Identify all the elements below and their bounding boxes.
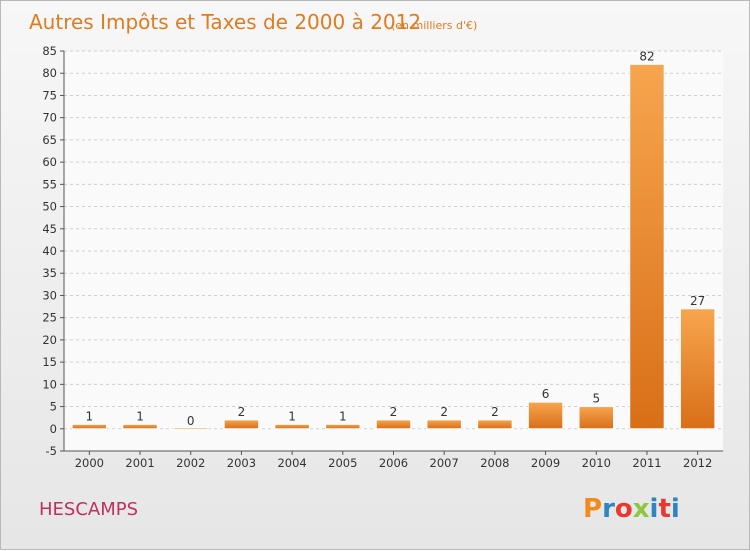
y-tick-label: 30 [42,288,57,302]
data-label-2001: 1 [136,409,144,423]
logo-letter: o [615,494,633,524]
town-name: HESCAMPS [39,499,138,520]
data-label-2004: 1 [288,409,296,423]
bar-2012 [679,308,716,430]
y-tick-label: 45 [42,222,57,236]
x-tick-label: 2009 [531,456,560,470]
bar-2004 [274,423,310,430]
chart-subtitle: (en milliers d'€) [391,19,477,32]
y-tick-label: 5 [50,400,57,414]
bar-2001 [122,423,158,430]
data-label-2002: 0 [187,414,195,428]
data-label-2012: 27 [690,294,705,308]
bar-2008 [477,419,513,430]
x-tick-label: 2011 [632,456,661,470]
data-label-2011: 82 [639,49,654,63]
chart-title: Autres Impôts et Taxes de 2000 à 2012 [29,10,421,34]
data-label-2007: 2 [440,405,448,419]
y-tick-label: 50 [42,200,57,214]
data-label-2006: 2 [390,405,398,419]
logo-letter: x [633,494,650,524]
y-tick-label: 80 [42,66,57,80]
y-tick-label: 85 [42,44,57,58]
x-tick-labels: 2000 2001 2002 2003 2004 2005 2006 2007 2008 2009… [75,456,713,470]
bar-2011 [629,63,665,430]
x-tick-label: 2010 [582,456,611,470]
y-tick-label: -5 [46,444,57,458]
y-tick-label: 65 [42,133,57,147]
x-tick-label: 2005 [328,456,357,470]
data-label-2000: 1 [86,409,94,423]
y-tick-label: 10 [42,377,57,391]
bar-2010 [578,406,615,430]
y-tick-label: 70 [42,111,57,125]
bar-2003 [223,419,260,430]
logo-letter: i [650,494,659,524]
y-tick-labels: -5 0 5 10 15 20 25 30 35 40 45 50 55 60 65 70 75 80 85 [42,44,57,458]
logo-letter: i [671,494,680,524]
x-tick-label: 2000 [75,456,104,470]
bar-2002 [172,427,209,431]
data-label-2008: 2 [491,405,499,419]
data-label-2010: 5 [592,392,600,406]
data-label-2009: 6 [542,387,550,401]
bar-2005 [325,423,361,430]
bar-2006 [375,419,412,430]
data-label-2005: 1 [339,409,347,423]
bar-2009 [527,401,564,430]
y-tick-label: 35 [42,266,57,280]
bars [71,63,716,431]
axes [60,50,723,455]
x-tick-label: 2003 [227,456,256,470]
x-tick-label: 2006 [379,456,408,470]
y-tick-label: 15 [42,355,57,369]
data-labels: 1 1 0 2 1 1 2 2 2 6 5 82 27 [86,49,706,427]
y-tick-label: 25 [42,311,57,325]
logo-letter: P [583,494,602,524]
y-tick-label: 0 [50,422,57,436]
y-tick-label: 75 [42,88,57,102]
proxiti-logo: Proxiti [583,494,680,524]
x-tick-label: 2004 [277,456,306,470]
x-tick-label: 2001 [125,456,154,470]
x-tick-label: 2002 [176,456,205,470]
logo-letter: t [658,494,670,524]
grid [64,50,723,452]
data-label-2003: 2 [238,405,246,419]
bar-2007 [426,419,462,430]
x-tick-label: 2012 [683,456,712,470]
y-tick-label: 55 [42,177,57,191]
y-tick-label: 20 [42,333,57,347]
x-tick-label: 2008 [480,456,509,470]
y-tick-label: 40 [42,244,57,258]
x-tick-label: 2007 [430,456,459,470]
bar-2000 [71,423,108,430]
y-tick-label: 60 [42,155,57,169]
logo-letter: r [602,494,615,524]
